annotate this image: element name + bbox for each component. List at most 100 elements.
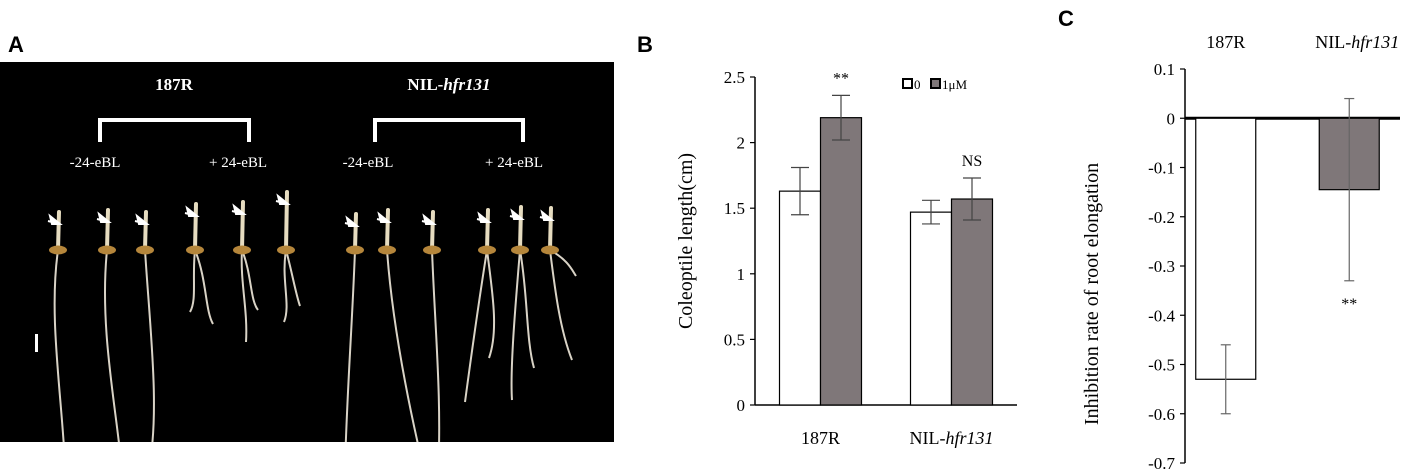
arrow-marker [344,215,360,227]
bar [909,211,953,406]
arrow-marker [134,213,150,225]
seedling [344,212,364,469]
root [519,249,535,369]
panel-label-a: A [8,32,24,57]
seedling-photo-drawing: 187R NIL-hfr131 -24-eBL + 24-eBL -24-eBL… [0,62,614,471]
treatment-label: -24-eBL [70,155,121,171]
x-tick-label: 187R [1206,32,1245,52]
y-tick-label: 0.5 [724,330,745,349]
arrow-marker [231,203,247,215]
y-tick-label: -0.1 [1148,159,1175,178]
coleoptile [56,210,61,252]
y-axis-label: Coleoptile length(cm) [675,153,697,329]
y-tick-label: -0.6 [1148,405,1175,424]
arrow-marker [96,211,112,223]
root [510,249,521,401]
root [240,249,248,343]
y-tick-label: 1.5 [724,199,745,218]
bracket-187r [98,118,251,142]
root [549,249,573,361]
seedling [275,190,301,323]
root [194,249,214,325]
legend-label: 0 [914,77,921,92]
treatment-label: -24-eBL [343,155,394,171]
seed [378,245,396,255]
root [283,249,288,323]
coleoptile [193,202,198,252]
arrow-marker [184,205,200,217]
legend-swatch [902,78,913,89]
seed [136,245,154,255]
arrow-marker [275,193,291,205]
significance-label: NS [962,153,982,170]
seed [346,245,364,255]
treatment-label: + 24-eBL [209,155,267,171]
bar [1195,117,1257,380]
seed [49,245,67,255]
seed [277,245,295,255]
coleoptile [353,212,358,252]
arrow-marker [539,209,555,221]
arrow-marker [47,213,63,225]
y-tick-label: -0.4 [1148,306,1175,325]
coleoptile [518,205,523,252]
bar [950,198,994,406]
x-tick-label: NIL-hfr131 [910,428,994,448]
panel-label-c: C [1058,6,1074,31]
coleoptile [105,208,110,252]
coleoptile [548,206,553,252]
y-tick-label: -0.3 [1148,257,1175,276]
x-tick-label: 187R [801,428,840,448]
root [464,249,488,403]
coleoptile [385,208,390,252]
y-tick-label: 0 [1167,109,1176,128]
coleoptile [240,200,245,252]
panel-label-b: B [637,32,653,57]
arrow-marker [376,211,392,223]
coleoptile [143,210,148,252]
y-tick-label: -0.5 [1148,356,1175,375]
seed [541,245,559,255]
y-axis-label: Inhibition rate of root elongation [1081,163,1103,425]
coleoptile [430,210,435,252]
root [285,249,301,307]
bracket-nil [373,118,525,142]
seed [423,245,441,255]
x-tick-label: NIL-hfr131 [1315,32,1399,52]
root [486,249,496,359]
chart-b: 0 0.5 1 1.5 2 2.5 Coleoptile length(cm) 187R NIL… [675,68,1017,448]
scale-bar [35,334,38,352]
arrow-marker [476,211,492,223]
y-tick-label: -0.7 [1148,454,1175,471]
coleoptile [485,208,490,252]
significance-label: ** [1341,296,1357,313]
seed [511,245,529,255]
y-tick-label: 2.5 [724,68,745,87]
seed [186,245,204,255]
seedling [231,200,259,343]
legend-label: 1μM [942,77,967,92]
seed [478,245,496,255]
y-tick-label: -0.2 [1148,208,1175,227]
seedling [509,205,535,401]
coleoptile [284,190,289,252]
y-tick-label: 0.1 [1154,60,1175,79]
arrow-marker [421,213,437,225]
seedling-photo: 187R NIL-hfr131 -24-eBL + 24-eBL -24-eBL… [0,62,614,471]
group-label-nil: NIL-hfr131 [407,75,490,94]
legend-swatch [930,78,941,89]
seedling [464,208,496,403]
root [241,249,259,311]
bar [819,117,863,406]
seedling [539,206,577,361]
y-tick-label: 2 [737,134,746,153]
root [189,249,196,313]
y-tick-label: 1 [737,265,746,284]
y-tick-label: 0 [737,396,746,415]
chart-c: 0.1 0 -0.1 -0.2 -0.3 -0.4 -0.5 -0.6 -0.7 Inhibiti… [1081,32,1400,471]
significance-label: ** [833,70,849,87]
bar [778,190,822,406]
seed [233,245,251,255]
seedling [184,202,214,325]
root [344,249,356,469]
